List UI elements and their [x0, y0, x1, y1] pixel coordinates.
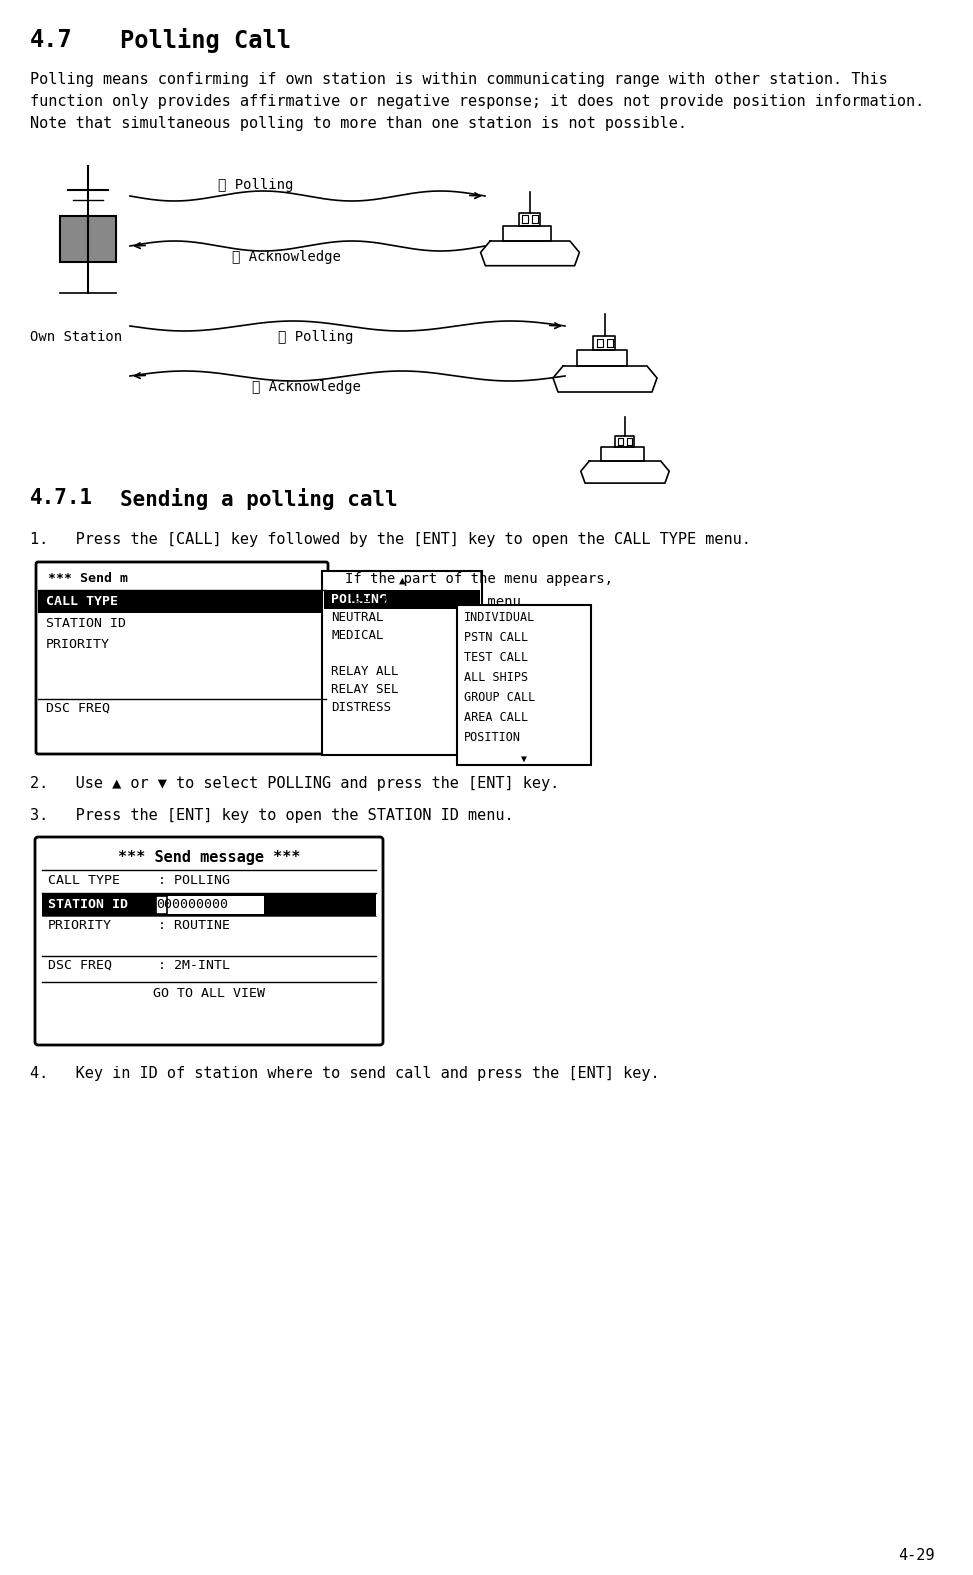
Text: CALL TYPE: CALL TYPE — [48, 874, 120, 887]
Text: use ▼  to scroll menu.: use ▼ to scroll menu. — [345, 594, 529, 608]
Text: RELAY ALL: RELAY ALL — [331, 665, 399, 677]
Bar — [324, 591, 480, 610]
Text: ALL SHIPS: ALL SHIPS — [464, 671, 528, 684]
Text: function only provides affirmative or negative response; it does not provide pos: function only provides affirmative or ne… — [30, 94, 924, 109]
FancyBboxPatch shape — [322, 572, 482, 754]
Text: 4.7.1: 4.7.1 — [30, 488, 93, 509]
FancyBboxPatch shape — [35, 836, 383, 1044]
Text: PSTN CALL: PSTN CALL — [464, 632, 528, 644]
Text: TEST CALL: TEST CALL — [464, 650, 528, 665]
Text: STATION ID: STATION ID — [46, 617, 126, 630]
Bar — [42, 895, 376, 917]
Text: DSC FREQ: DSC FREQ — [48, 959, 112, 972]
Text: ③ Polling: ③ Polling — [278, 331, 353, 343]
Bar — [156, 896, 167, 914]
Text: PRIORITY: PRIORITY — [46, 638, 110, 650]
Text: INDIVIDUAL: INDIVIDUAL — [464, 611, 535, 624]
Text: STATION ID: STATION ID — [48, 898, 128, 910]
Text: *** Send m: *** Send m — [48, 572, 128, 584]
Text: *** Send message ***: *** Send message *** — [118, 850, 301, 865]
Text: POLLING: POLLING — [331, 594, 387, 606]
Text: : POLLING: : POLLING — [158, 874, 230, 887]
Text: ② Acknowledge: ② Acknowledge — [232, 250, 341, 265]
Text: 4.   Key in ID of station where to send call and press the [ENT] key.: 4. Key in ID of station where to send ca… — [30, 1066, 660, 1080]
Text: DISTRESS: DISTRESS — [331, 701, 391, 713]
Text: POSITION: POSITION — [464, 731, 521, 743]
Text: 3.   Press the [ENT] key to open the STATION ID menu.: 3. Press the [ENT] key to open the STATI… — [30, 808, 514, 824]
Text: Polling means confirming if own station is within communicating range with other: Polling means confirming if own station … — [30, 72, 887, 87]
Text: CALL TYPE: CALL TYPE — [46, 595, 118, 608]
FancyBboxPatch shape — [457, 605, 591, 765]
Text: 4.7: 4.7 — [30, 28, 73, 52]
Text: PRIORITY: PRIORITY — [48, 918, 112, 932]
Text: MEDICAL: MEDICAL — [331, 628, 383, 643]
FancyBboxPatch shape — [36, 562, 328, 754]
Text: ④ Acknowledge: ④ Acknowledge — [252, 380, 361, 394]
Text: Note that simultaneous polling to more than one station is not possible.: Note that simultaneous polling to more t… — [30, 117, 687, 131]
Bar — [156, 896, 264, 914]
Text: If the part of the menu appears,: If the part of the menu appears, — [345, 572, 613, 586]
Text: 2.   Use ▲ or ▼ to select POLLING and press the [ENT] key.: 2. Use ▲ or ▼ to select POLLING and pres… — [30, 776, 559, 791]
Text: AREA CALL: AREA CALL — [464, 710, 528, 725]
Text: ▼: ▼ — [522, 754, 527, 764]
Text: 4-29: 4-29 — [898, 1548, 935, 1562]
Text: Sending a polling call: Sending a polling call — [120, 488, 398, 510]
Text: ▲: ▲ — [399, 576, 406, 586]
Text: 1.   Press the [CALL] key followed by the [ENT] key to open the CALL TYPE menu.: 1. Press the [CALL] key followed by the … — [30, 532, 751, 547]
Text: : ROUTINE: : ROUTINE — [158, 918, 230, 932]
Text: DSC FREQ: DSC FREQ — [46, 702, 110, 715]
Text: : 2M-INTL: : 2M-INTL — [158, 959, 230, 972]
Text: 000000000: 000000000 — [156, 898, 228, 910]
Text: RELAY SEL: RELAY SEL — [331, 684, 399, 696]
Text: NEUTRAL: NEUTRAL — [331, 611, 383, 624]
Text: GROUP CALL: GROUP CALL — [464, 691, 535, 704]
Text: GO TO ALL VIEW: GO TO ALL VIEW — [153, 988, 265, 1000]
Text: Own Station: Own Station — [30, 331, 123, 343]
Bar — [60, 216, 116, 261]
Text: ① Polling: ① Polling — [218, 178, 294, 192]
Bar — [38, 591, 326, 613]
Text: Polling Call: Polling Call — [120, 28, 291, 54]
